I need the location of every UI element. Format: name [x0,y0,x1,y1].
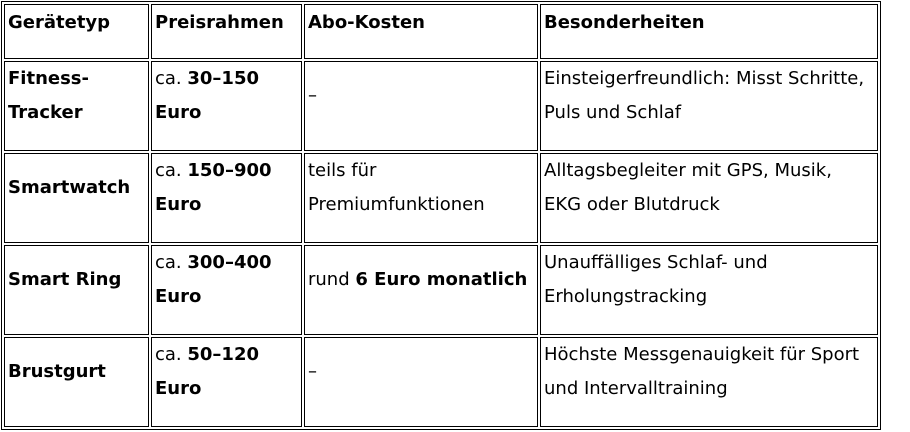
features-cell: Höchste Messgenauigkeit für Sport und In… [540,337,878,427]
price-value: 50–120 Euro [155,344,259,399]
subscription-cell: teils für Premiumfunktionen [304,153,538,243]
subscription-prefix: rund [308,269,356,290]
table-row: Smartwatch ca. 150–900 Euro teils für Pr… [4,153,878,243]
price-cell: ca. 300–400 Euro [151,245,302,335]
price-value: 150–900 Euro [155,160,272,215]
device-comparison-table: Gerätetyp Preisrahmen Abo-Kosten Besonde… [1,1,881,430]
header-device-type: Gerätetyp [4,4,149,59]
device-type-cell: Smart Ring [4,245,149,335]
price-cell: ca. 30–150 Euro [151,61,302,151]
subscription-value: 6 Euro monatlich [355,269,528,290]
header-price-range: Preisrahmen [151,4,302,59]
price-prefix: ca. [155,344,188,365]
price-prefix: ca. [155,160,188,181]
subscription-cell: – [304,337,538,427]
device-type-cell: Smartwatch [4,153,149,243]
header-features: Besonderheiten [540,4,878,59]
subscription-cell: rund 6 Euro monatlich [304,245,538,335]
subscription-prefix: teils für Premiumfunktionen [308,160,485,215]
subscription-prefix: – [308,361,317,382]
table-row: Brustgurt ca. 50–120 Euro – Höchste Mess… [4,337,878,427]
features-cell: Alltagsbegleiter mit GPS, Musik, EKG ode… [540,153,878,243]
subscription-prefix: – [308,85,317,106]
header-subscription-cost: Abo-Kosten [304,4,538,59]
price-value: 300–400 Euro [155,252,272,307]
table-header-row: Gerätetyp Preisrahmen Abo-Kosten Besonde… [4,4,878,59]
price-prefix: ca. [155,252,188,273]
table-row: Fitness-Tracker ca. 30–150 Euro – Einste… [4,61,878,151]
device-type-cell: Brustgurt [4,337,149,427]
subscription-cell: – [304,61,538,151]
table-row: Smart Ring ca. 300–400 Euro rund 6 Euro … [4,245,878,335]
features-cell: Einsteigerfreundlich: Misst Schritte, Pu… [540,61,878,151]
price-cell: ca. 50–120 Euro [151,337,302,427]
price-prefix: ca. [155,68,188,89]
device-type-cell: Fitness-Tracker [4,61,149,151]
features-cell: Unauffälliges Schlaf- und Erholungstrack… [540,245,878,335]
price-value: 30–150 Euro [155,68,259,123]
price-cell: ca. 150–900 Euro [151,153,302,243]
